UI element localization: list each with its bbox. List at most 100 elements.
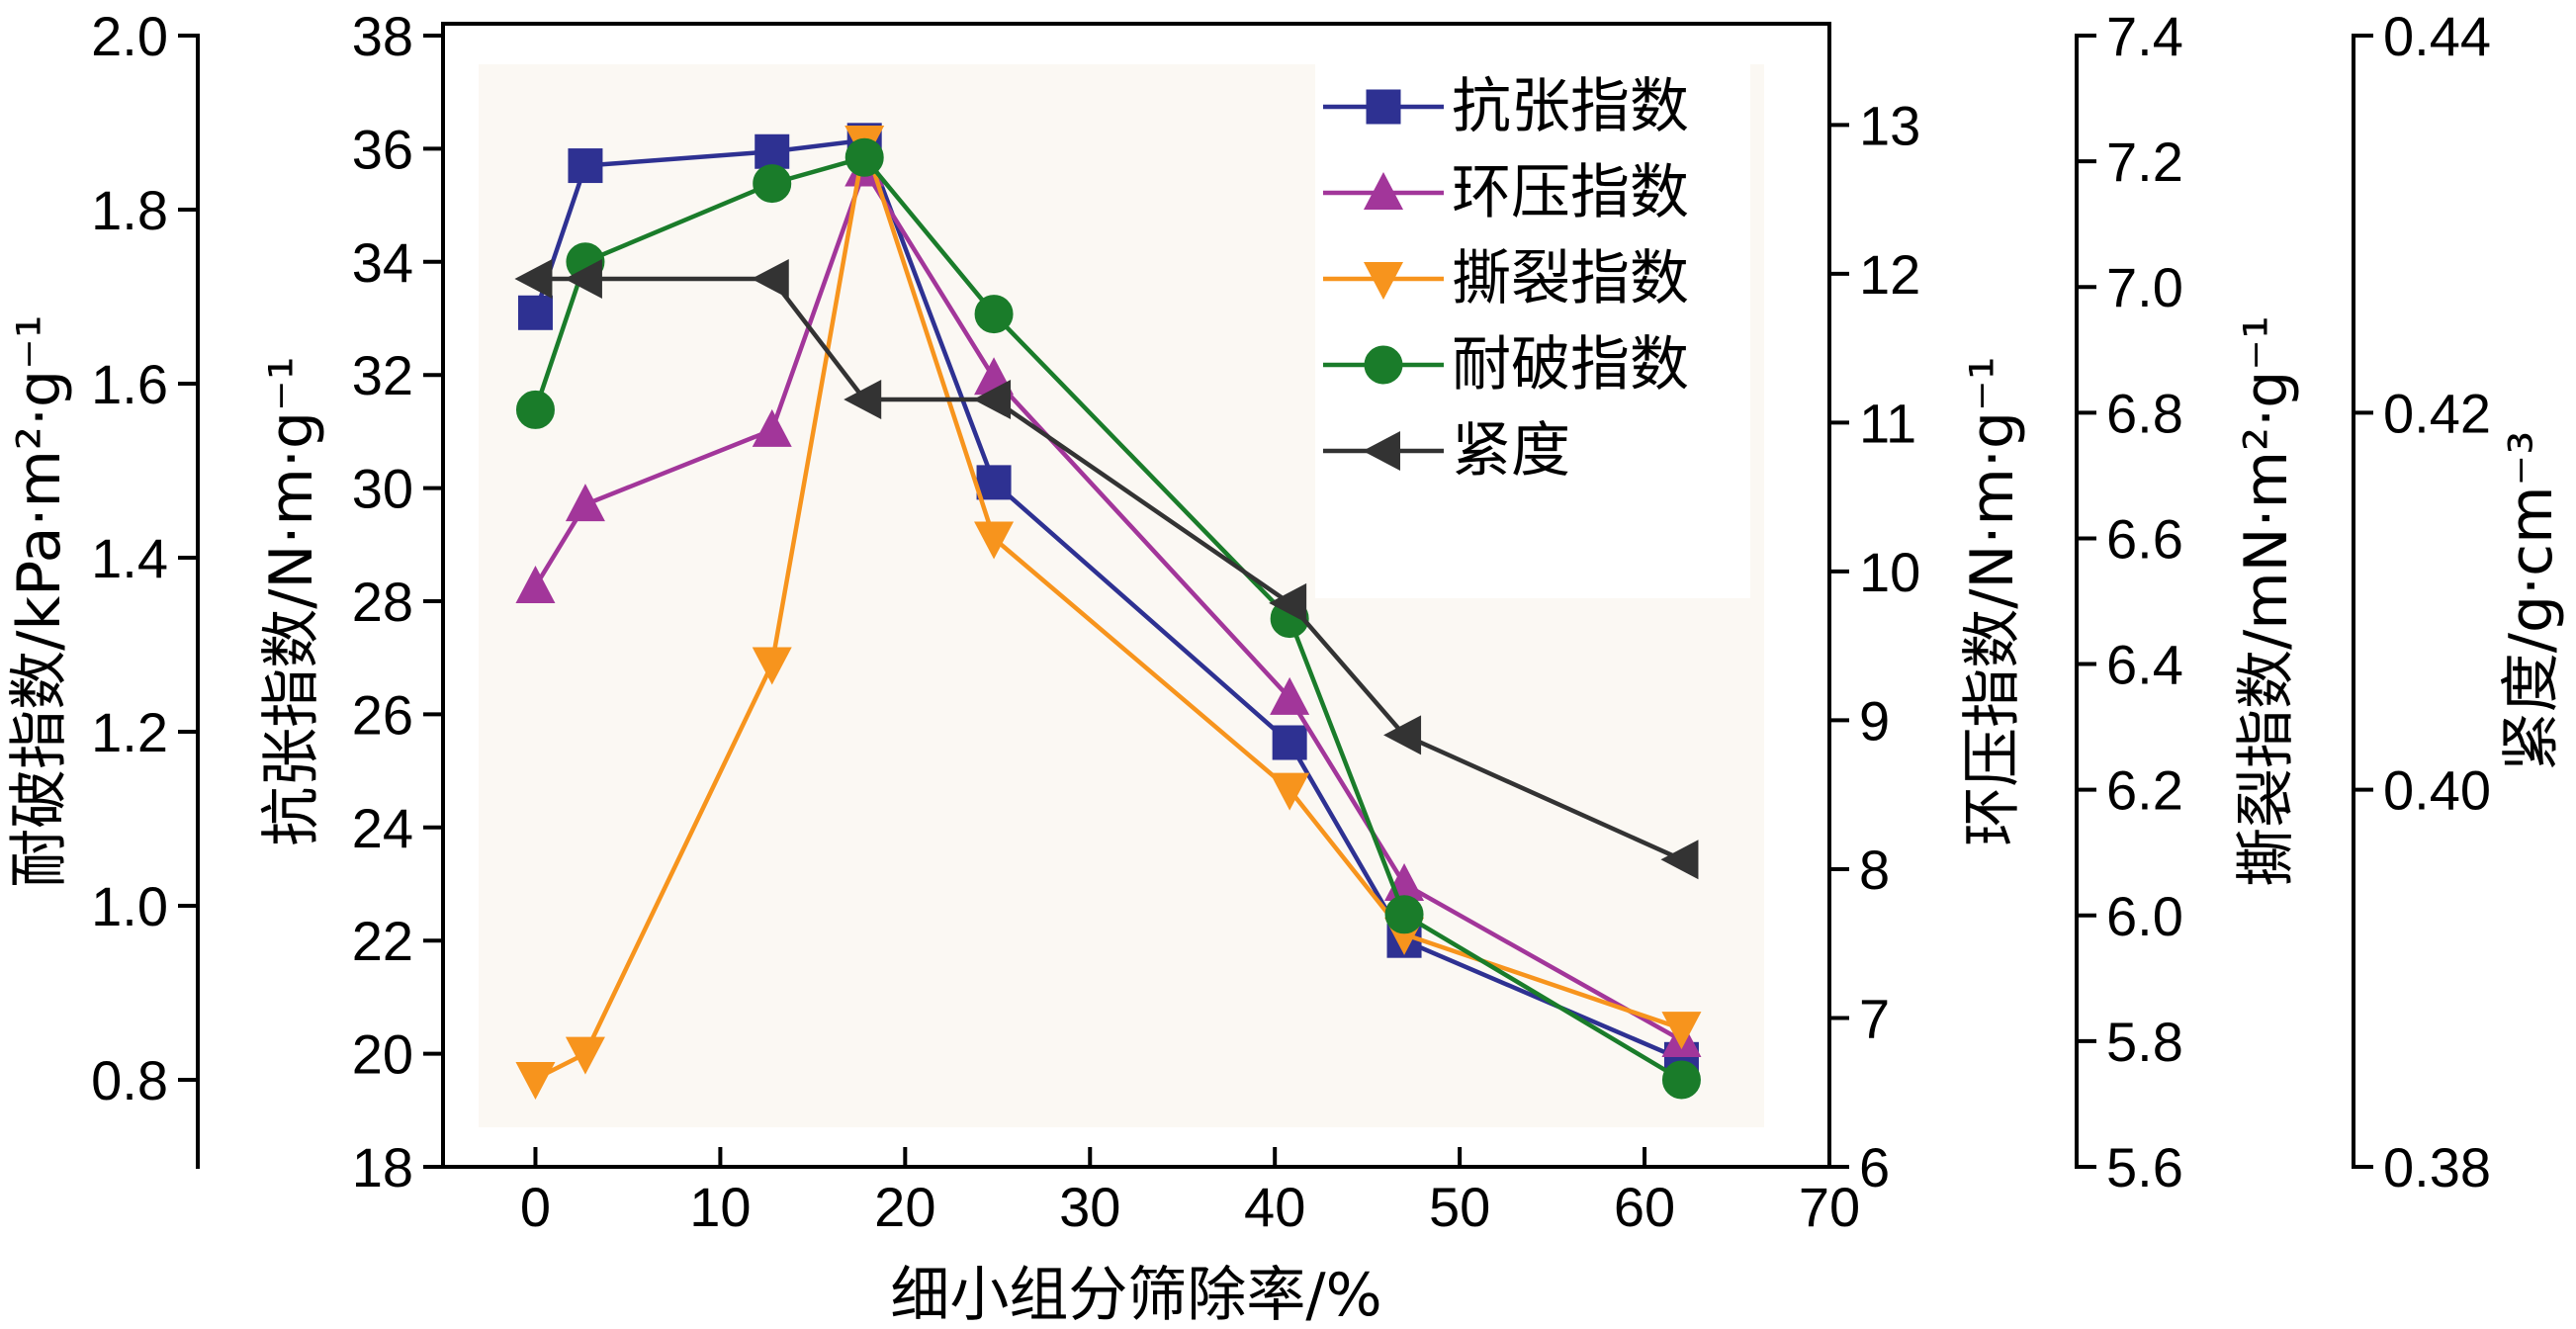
tick-label-tear: 6.0 [2106, 885, 2183, 947]
tick-label-ring: 12 [1859, 243, 1920, 306]
tick-label-ring: 6 [1859, 1136, 1890, 1198]
axis-ring: 6 7 8 9 10 11 12 13 环压指数/N·m·g⁻¹ [1829, 94, 2027, 1198]
legend-label: 紧度 [1452, 416, 1570, 486]
tick-label-ring: 10 [1859, 541, 1920, 603]
tick-label-density: 0.42 [2383, 382, 2491, 444]
axes-layer: 0.8 1.0 1.2 1.4 1.6 1.8 2.0 耐破指数/kPa·m²·g⁻¹ 18 20… [5, 5, 2566, 1329]
tick-label-tensile: 26 [352, 683, 413, 746]
data-point [1661, 1060, 1701, 1100]
data-point [753, 164, 792, 204]
tick-label-ring: 8 [1859, 839, 1890, 901]
data-point [755, 133, 790, 169]
tick-label-tensile: 20 [352, 1023, 413, 1086]
axis-burst: 0.8 1.0 1.2 1.4 1.6 1.8 2.0 耐破指数/kPa·m²·g⁻¹ [5, 5, 200, 1169]
data-point [1270, 772, 1310, 811]
x-axis-title: 细小组分筛除率/% [890, 1261, 1381, 1329]
tick-label-tear: 6.4 [2106, 634, 2183, 696]
data-point [565, 1036, 605, 1075]
tick-label-tear: 7.4 [2106, 5, 2183, 67]
data-point [568, 148, 603, 184]
x-tick-label: 50 [1429, 1176, 1490, 1238]
plot-frame [441, 22, 1831, 1169]
legend-item: 环压指数 [1323, 158, 1689, 227]
data-point [1384, 895, 1424, 934]
legend-item: 紧度 [1323, 416, 1570, 486]
tick-label-tear: 6.6 [2106, 507, 2183, 570]
legend-swatch-marker [1366, 89, 1401, 125]
tick-label-tear: 7.2 [2106, 131, 2183, 193]
x-tick-label: 20 [874, 1176, 935, 1238]
tick-label-density: 0.44 [2383, 5, 2491, 67]
data-point [565, 484, 605, 522]
series-line [533, 164, 1683, 1043]
data-point [974, 521, 1015, 560]
data-point [1269, 582, 1307, 623]
series-line [533, 154, 1683, 1082]
data-point [973, 379, 1012, 419]
legend-background [1315, 49, 1750, 598]
tick-label-burst: 1.6 [91, 353, 168, 415]
tick-label-burst: 1.8 [91, 179, 168, 241]
legend-label: 抗张指数 [1452, 72, 1689, 141]
tick-label-tensile: 38 [352, 5, 413, 67]
tick-label-tensile: 36 [352, 118, 413, 180]
data-point [514, 258, 553, 299]
legend-swatch-marker [1364, 345, 1403, 385]
data-point [515, 390, 555, 429]
x-tick-label: 0 [520, 1176, 551, 1238]
x-tick-label: 10 [689, 1176, 751, 1238]
tick-label-ring: 11 [1859, 392, 1916, 454]
tick-label-burst: 1.0 [91, 875, 168, 937]
axis-title-tensile: 抗张指数/N·m·g⁻¹ [257, 356, 326, 846]
data-point [515, 1062, 556, 1101]
data-point [844, 379, 882, 419]
tick-label-ring: 7 [1859, 987, 1890, 1049]
tick-label-tensile: 28 [352, 571, 413, 633]
x-tick-label: 70 [1799, 1176, 1860, 1238]
axis-density: 0.38 0.40 0.42 0.44 紧度/g·cm⁻³ [2352, 5, 2566, 1198]
legend-item: 撕裂指数 [1323, 244, 1689, 313]
tick-label-density: 0.40 [2383, 759, 2491, 822]
tick-label-burst: 2.0 [91, 5, 168, 67]
tick-label-ring: 13 [1859, 94, 1920, 156]
axis-tensile: 18 20 22 24 26 28 30 32 34 36 38 抗张指数/N·m·g⁻¹ [257, 5, 443, 1198]
tick-label-burst: 0.8 [91, 1049, 168, 1111]
tick-label-tear: 6.8 [2106, 382, 2183, 444]
legend-label: 耐破指数 [1452, 330, 1689, 399]
series-line [535, 276, 1683, 862]
tick-label-tensile: 18 [352, 1136, 413, 1198]
tick-label-ring: 9 [1859, 689, 1890, 752]
data-point [564, 258, 602, 299]
tick-label-burst: 1.4 [91, 527, 168, 589]
axis-title-ring: 环压指数/N·m·g⁻¹ [1958, 356, 2027, 846]
tick-label-tensile: 30 [352, 458, 413, 520]
x-tick-label: 30 [1059, 1176, 1120, 1238]
legend-swatch-marker [1364, 262, 1403, 300]
tick-label-tensile: 34 [352, 231, 413, 294]
tick-label-tear: 7.0 [2106, 256, 2183, 318]
tick-label-density: 0.38 [2383, 1136, 2491, 1198]
legend-label: 环压指数 [1452, 158, 1689, 227]
series-5 [514, 258, 1699, 880]
legend-item: 耐破指数 [1323, 330, 1689, 399]
tick-label-tear: 6.2 [2106, 759, 2183, 822]
axis-title-tear: 撕裂指数/mN·m²·g⁻¹ [2232, 315, 2301, 887]
legend-swatch-marker [1364, 172, 1403, 210]
data-point [976, 465, 1012, 500]
data-point [751, 258, 789, 299]
data-point [1272, 725, 1307, 760]
legend-swatch-marker [1363, 431, 1400, 471]
data-point [517, 295, 553, 330]
legend-item: 抗张指数 [1323, 72, 1689, 141]
data-point [752, 408, 792, 447]
tick-label-tensile: 22 [352, 910, 413, 972]
data-point [974, 295, 1014, 334]
data-point [1660, 840, 1699, 880]
data-point [752, 647, 792, 685]
x-tick-label: 60 [1614, 1176, 1675, 1238]
x-tick-label: 40 [1244, 1176, 1305, 1238]
series-layer [514, 123, 1702, 1101]
